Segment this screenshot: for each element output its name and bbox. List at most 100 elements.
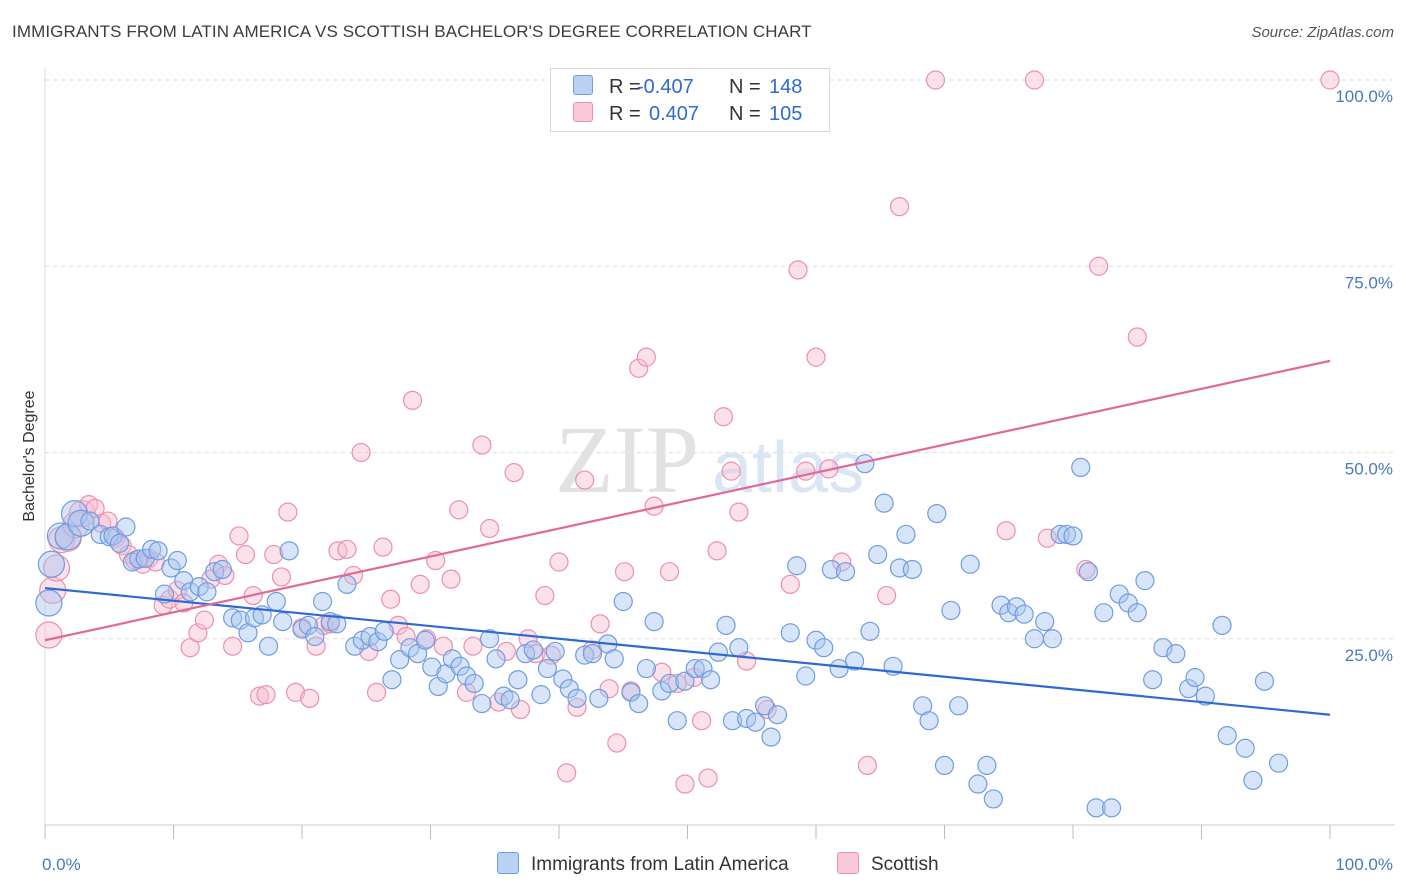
latin-america-point <box>37 550 66 578</box>
latin-america-point <box>716 615 736 635</box>
legend-r-value: -0.407 <box>637 76 694 98</box>
scottish-point <box>351 442 371 463</box>
scottish-point <box>441 569 461 589</box>
latin-america-point <box>167 550 187 571</box>
latin-america-point <box>1185 667 1205 688</box>
x-tick-label: 100.0% <box>1335 855 1393 874</box>
latin-america-point <box>896 524 916 545</box>
latin-america-point <box>701 670 721 690</box>
scottish-point <box>1037 528 1057 548</box>
scottish-point <box>381 589 401 609</box>
stats-legend: R =-0.407 N = 148 R = 0.407 N = 105 <box>550 68 830 132</box>
y-tick-label: 100.0% <box>1335 87 1393 106</box>
latin-america-point <box>934 755 955 776</box>
latin-america-point <box>675 671 695 691</box>
latin-america-point <box>442 649 462 669</box>
legend-r-value: 0.407 <box>649 103 700 125</box>
latin-america-point <box>1006 597 1027 617</box>
latin-america-point <box>644 612 664 632</box>
scottish-point <box>590 614 610 634</box>
scottish-point <box>489 692 509 712</box>
latin-america-point <box>814 638 834 658</box>
latin-america-point <box>1078 562 1099 582</box>
scottish-point <box>692 711 712 731</box>
latin-america-point <box>582 644 603 664</box>
scottish-point <box>925 70 946 90</box>
watermark-zip: ZIP <box>555 406 699 513</box>
scottish-point <box>463 636 483 656</box>
legend-swatch-blue <box>497 852 519 874</box>
latin-america-point <box>667 711 687 731</box>
scottish-point <box>235 544 256 565</box>
latin-america-point <box>761 727 781 747</box>
latin-america-point <box>780 623 800 643</box>
latin-america-point <box>722 711 743 731</box>
scottish-point <box>417 629 437 649</box>
scottish-point <box>788 260 808 280</box>
legend-r-label: R = <box>609 103 641 125</box>
scottish-point <box>636 347 656 367</box>
latin-america-point <box>729 638 749 658</box>
scottish-point <box>698 768 718 788</box>
latin-america-point <box>1254 671 1275 691</box>
scottish-point <box>707 541 727 561</box>
scottish-point <box>1024 70 1045 90</box>
latin-america-point <box>659 673 680 694</box>
latin-america-point <box>258 636 279 656</box>
trend-lines <box>44 359 1331 716</box>
latin-america-point <box>1212 615 1232 635</box>
latin-america-point <box>161 558 181 578</box>
legend-row-scottish: R = 0.407 N = 105 <box>573 102 802 128</box>
legend-swatch-pink <box>837 852 859 874</box>
chart-title: IMMIGRANTS FROM LATIN AMERICA VS SCOTTIS… <box>12 22 812 41</box>
scottish-point <box>42 554 71 582</box>
scottish-point <box>256 685 276 705</box>
latin-america-point <box>273 612 293 632</box>
latin-america-point <box>531 685 551 705</box>
latin-america-point <box>977 755 997 776</box>
scottish-point <box>278 502 298 522</box>
scottish-point <box>271 567 292 587</box>
latin-america-point <box>1024 629 1045 649</box>
latin-america-point <box>500 690 520 710</box>
latin-america-point <box>829 658 849 679</box>
scottish-point <box>857 755 878 776</box>
latin-america-point <box>874 493 894 513</box>
legend-item-scottish: Scottish <box>837 852 939 876</box>
legend-swatch-blue <box>573 75 593 95</box>
scottish-point <box>629 358 649 378</box>
latin-america-point <box>327 614 347 634</box>
latin-america-point <box>472 693 492 714</box>
latin-america-point <box>129 549 149 569</box>
scottish-point <box>496 641 516 662</box>
scottish-point <box>229 526 249 546</box>
scottish-point <box>504 463 524 483</box>
latin-america-point <box>613 591 633 612</box>
latin-america-point <box>400 638 420 658</box>
scottish-point <box>306 636 326 656</box>
scottish-point <box>410 574 430 594</box>
latin-america-point <box>1166 644 1186 664</box>
latin-america-point <box>1101 798 1122 818</box>
latin-america-point <box>223 608 243 628</box>
scottish-point <box>480 518 500 539</box>
latin-america-point <box>266 591 286 612</box>
scottish-point <box>652 662 672 682</box>
latin-america-point <box>1056 524 1077 545</box>
latin-america-point <box>142 539 162 559</box>
latin-america-point <box>508 670 528 690</box>
scottish-point <box>659 562 680 582</box>
legend-n-value: 105 <box>769 103 803 125</box>
latin-america-point <box>180 582 200 602</box>
legend-label: Scottish <box>871 854 939 875</box>
y-tick-label: 75.0% <box>1345 273 1393 292</box>
latin-america-point <box>559 679 579 699</box>
scottish-point <box>388 615 408 635</box>
latin-america-point <box>787 556 807 576</box>
scottish-point <box>877 585 897 606</box>
latin-america-point <box>464 673 484 694</box>
latin-america-point <box>1035 612 1055 632</box>
latin-america-point <box>1268 753 1289 773</box>
latin-america-point <box>999 603 1019 623</box>
latin-america-point <box>212 559 232 580</box>
